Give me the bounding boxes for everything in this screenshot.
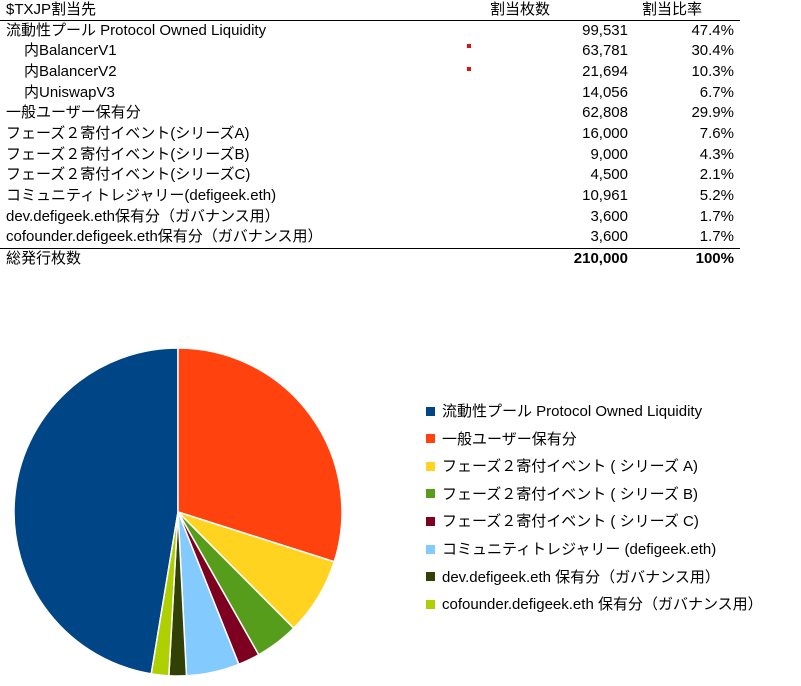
row-count: 3,600: [590, 228, 628, 246]
total-count: 210,000: [573, 250, 628, 268]
legend-label: コミュニティトレジャリー (defigeek.eth): [442, 540, 717, 558]
row-count: 99,531: [582, 21, 628, 39]
table-row: dev.defigeek.eth保有分（ガバナンス用） 3,600 1.7%: [0, 207, 740, 228]
legend-item: 流動性プール Protocol Owned Liquidity: [426, 400, 763, 428]
row-count: 21,694: [582, 62, 628, 80]
row-count: 62,808: [582, 104, 628, 122]
table-row: 一般ユーザー保有分 62,808 29.9%: [0, 103, 740, 124]
row-label: 流動性プール Protocol Owned Liquidity: [6, 21, 267, 39]
row-label: cofounder.defigeek.eth保有分（ガバナンス用）: [6, 228, 323, 246]
pie-slice: [150, 511, 179, 677]
row-count: 63,781: [582, 42, 628, 60]
table-row: 流動性プール Protocol Owned Liquidity 99,531 47.…: [0, 21, 740, 42]
pie-slice: [13, 347, 179, 675]
row-pct: 4.3%: [699, 145, 734, 163]
table-body: 流動性プール Protocol Owned Liquidity 99,531 47.…: [0, 21, 740, 249]
legend-item: フェーズ２寄付イベント ( シリーズ C): [426, 510, 763, 538]
legend-item: フェーズ２寄付イベント ( シリーズ B): [426, 483, 763, 511]
row-label: 一般ユーザー保有分: [6, 104, 141, 122]
row-pct: 1.7%: [699, 228, 734, 246]
legend-label: フェーズ２寄付イベント ( シリーズ C): [442, 513, 699, 531]
table-row: 内BalancerV2 21,694 10.3%: [0, 62, 740, 83]
legend-swatch: [426, 599, 435, 609]
legend-label: dev.defigeek.eth 保有分（ガバナンス用）: [442, 568, 720, 586]
legend-swatch: [426, 544, 435, 554]
pie-chart: [13, 347, 343, 677]
row-label: コミュニティトレジャリー(defigeek.eth): [6, 187, 277, 204]
legend-swatch: [426, 489, 435, 499]
header-pct: 割当比率: [641, 1, 702, 18]
legend-item: dev.defigeek.eth 保有分（ガバナンス用）: [426, 566, 763, 594]
row-pct: 29.9%: [691, 104, 734, 122]
row-label: フェーズ２寄付イベント(シリーズB): [6, 145, 250, 163]
table-total-row: 総発行枚数 210,000 100%: [0, 248, 740, 270]
row-pct: 10.3%: [691, 62, 734, 80]
legend-item: 一般ユーザー保有分: [426, 428, 763, 456]
legend-label: 流動性プール Protocol Owned Liquidity: [442, 403, 703, 420]
row-label: 内UniswapV3: [24, 83, 115, 101]
table-row: コミュニティトレジャリー(defigeek.eth) 10,961 5.2%: [0, 186, 740, 207]
header-label: $TXJP割当先: [6, 1, 97, 18]
row-label: フェーズ２寄付イベント(シリーズC): [6, 166, 251, 184]
row-pct: 47.4%: [691, 21, 734, 39]
row-count: 16,000: [582, 124, 628, 142]
cell-marker: [467, 67, 471, 71]
legend-swatch: [426, 516, 435, 526]
chart-legend: 流動性プール Protocol Owned Liquidity 一般ユーザー保有分…: [426, 400, 763, 621]
legend-item: cofounder.defigeek.eth 保有分（ガバナンス用）: [426, 593, 763, 621]
total-pct: 100%: [695, 250, 734, 268]
row-pct: 1.7%: [699, 207, 734, 225]
table-row: フェーズ２寄付イベント(シリーズB) 9,000 4.3%: [0, 145, 740, 166]
row-label: 内BalancerV1: [24, 42, 117, 60]
legend-swatch: [426, 434, 435, 444]
table-row: フェーズ２寄付イベント(シリーズA) 16,000 7.6%: [0, 124, 740, 145]
row-label: 内BalancerV2: [24, 62, 117, 80]
row-count: 4,500: [590, 166, 628, 184]
legend-swatch: [426, 572, 435, 582]
legend-item: コミュニティトレジャリー (defigeek.eth): [426, 538, 763, 566]
table-row: 内UniswapV3 14,056 6.7%: [0, 83, 740, 104]
table-row: フェーズ２寄付イベント(シリーズC) 4,500 2.1%: [0, 165, 740, 186]
cell-marker: [467, 44, 471, 48]
row-label: フェーズ２寄付イベント(シリーズA): [6, 124, 250, 142]
header-count: 割当枚数: [489, 1, 550, 18]
legend-swatch: [426, 461, 435, 471]
legend-label: 一般ユーザー保有分: [442, 430, 577, 448]
total-label: 総発行枚数: [6, 250, 82, 268]
row-count: 3,600: [590, 207, 628, 225]
row-count: 9,000: [590, 145, 628, 163]
legend-label: cofounder.defigeek.eth 保有分（ガバナンス用）: [442, 596, 763, 614]
allocation-table: $TXJP割当先 割当枚数 割当比率 流動性プール Protocol Owned…: [0, 0, 740, 270]
legend-item: フェーズ２寄付イベント ( シリーズ A): [426, 455, 763, 483]
row-pct: 7.6%: [699, 124, 734, 142]
table-row: cofounder.defigeek.eth保有分（ガバナンス用） 3,600 1.…: [0, 227, 740, 248]
row-pct: 2.1%: [699, 166, 734, 184]
pie-slice: [177, 347, 343, 563]
row-pct: 5.2%: [699, 187, 734, 204]
row-pct: 6.7%: [699, 83, 734, 101]
table-row: 内BalancerV1 63,781 30.4%: [0, 41, 740, 62]
row-pct: 30.4%: [691, 42, 734, 60]
legend-label: フェーズ２寄付イベント ( シリーズ A): [442, 458, 698, 476]
legend-label: フェーズ２寄付イベント ( シリーズ B): [442, 485, 698, 503]
legend-swatch: [426, 406, 435, 416]
row-count: 14,056: [582, 83, 628, 101]
row-label: dev.defigeek.eth保有分（ガバナンス用）: [6, 207, 280, 225]
table-header: $TXJP割当先 割当枚数 割当比率: [0, 0, 740, 21]
row-count: 10,961: [582, 187, 628, 204]
